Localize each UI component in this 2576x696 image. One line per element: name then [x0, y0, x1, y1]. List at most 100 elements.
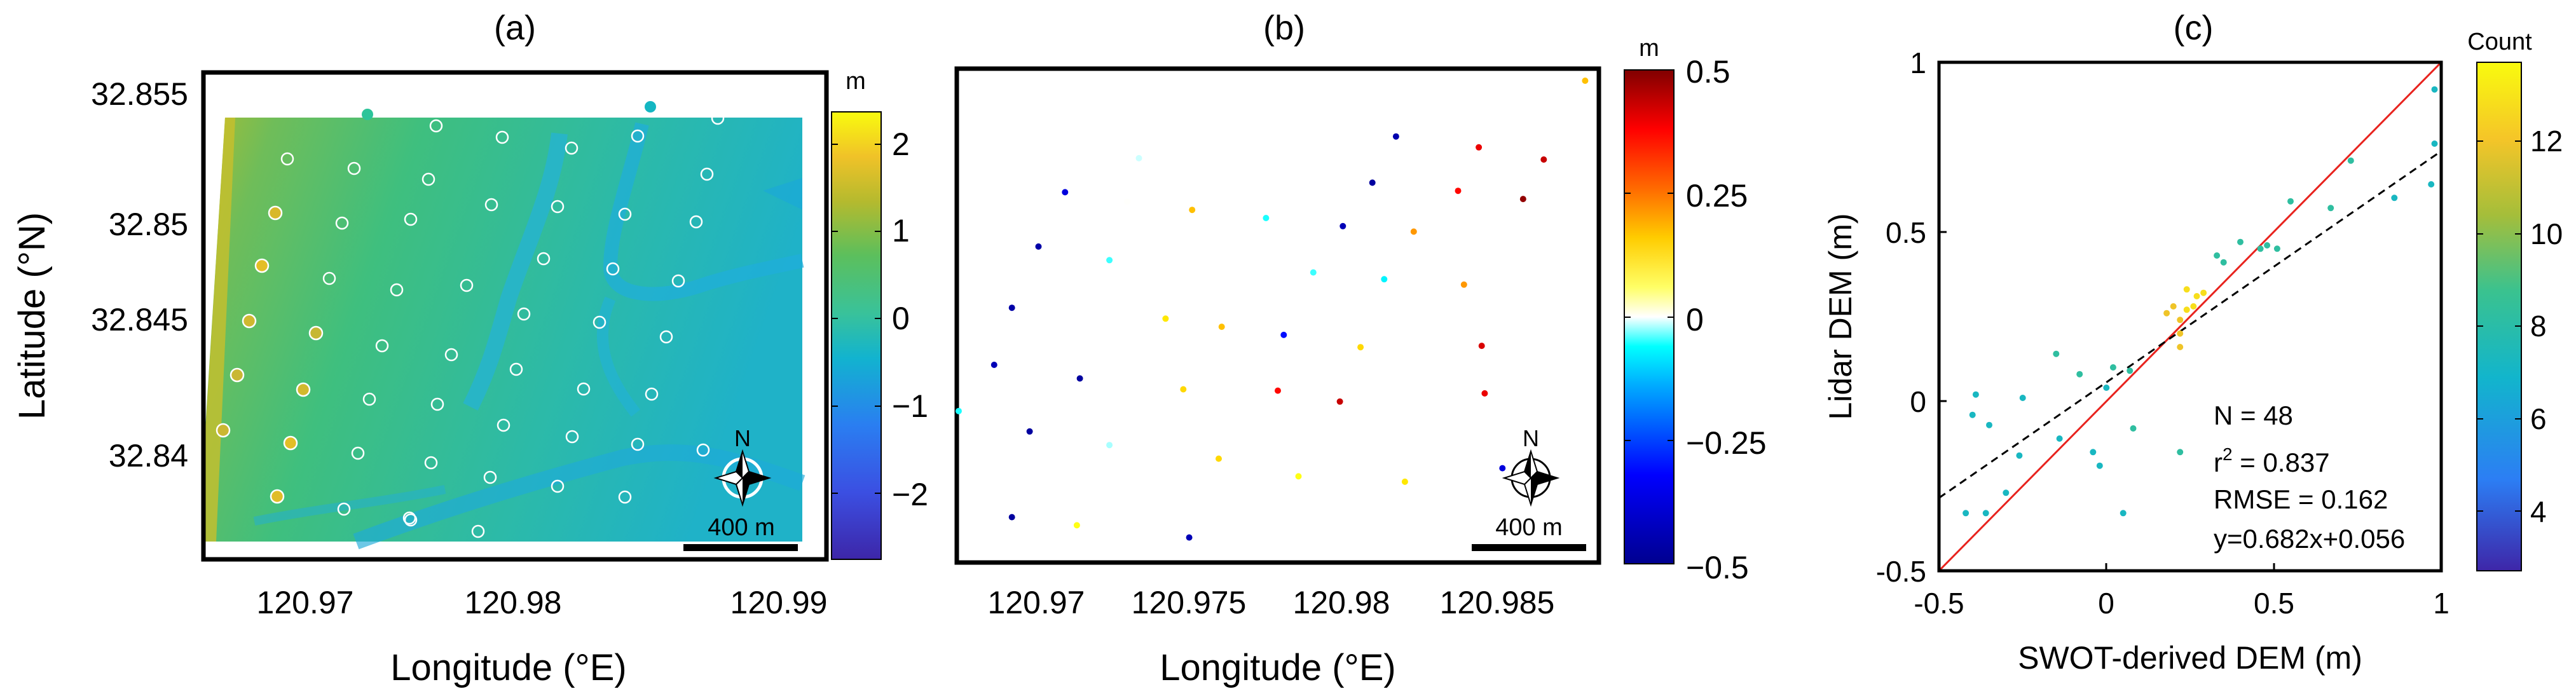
stat-r2-prefix: r [2214, 447, 2223, 477]
residual-point [1062, 189, 1069, 196]
panel-c-points [1963, 86, 2438, 517]
north-label: N [734, 425, 751, 451]
residual-point [1008, 304, 1015, 311]
fit-line [1939, 150, 2441, 499]
colorbar-title: Count [2467, 29, 2532, 55]
residual-point [1478, 343, 1485, 350]
residual-point [1073, 522, 1080, 529]
panel-c: (c) -0.5 0 0.5 1 -0.5 0 0.5 1 SWOT-deriv… [1823, 9, 2563, 676]
residual-point [1106, 257, 1113, 264]
scatter-point [1982, 510, 1989, 517]
colorbar-unit: m [846, 68, 866, 95]
residual-point [1035, 243, 1042, 250]
stat-r2: r2 = 0.837 [2214, 444, 2330, 477]
panel-c-title: (c) [2174, 9, 2214, 47]
panel-b-north-arrow: N [1502, 425, 1560, 507]
cbar-tick-label: 0 [892, 301, 910, 336]
residual-point [1410, 228, 1417, 235]
panel-a: (a) [11, 9, 928, 688]
xtick-label: 120.975 [1132, 585, 1247, 620]
residual-point [1275, 387, 1281, 394]
cbar-tick-label: 12 [2530, 125, 2563, 158]
scatter-point [2076, 371, 2083, 378]
panel-a-xlabel: Longitude (°E) [390, 647, 626, 688]
scatter-point [2019, 395, 2026, 401]
cbar-tick-label: 6 [2530, 402, 2547, 435]
scatter-point [2177, 330, 2184, 337]
scatter-point [2016, 452, 2023, 459]
scatter-point [2103, 385, 2110, 391]
residual-point [1026, 428, 1033, 435]
scatter-point [2056, 435, 2063, 442]
residual-point [1008, 514, 1015, 521]
one-to-one-line [1939, 62, 2441, 571]
residual-point [990, 362, 997, 368]
residual-point [1357, 344, 1364, 351]
panel-c-xtick-labels: -0.5 0 0.5 1 [1914, 587, 2449, 620]
ytick-label: 0.5 [1886, 216, 1926, 249]
ytick-label: 32.84 [109, 438, 188, 474]
residual-point [1455, 188, 1462, 194]
residual-point [1186, 534, 1193, 541]
panel-c-xlabel: SWOT-derived DEM (m) [2018, 640, 2362, 676]
colorbar-unit: m [1639, 35, 1659, 62]
xtick-label: 120.99 [730, 585, 828, 620]
panel-a-xtick-labels: 120.97 120.98 120.99 [257, 585, 828, 620]
north-label: N [1523, 425, 1539, 451]
residual-point [1540, 156, 1547, 163]
cbar-tick-label: 0.5 [1686, 54, 1730, 90]
xtick-label: -0.5 [1914, 587, 1964, 620]
scatter-point [1963, 510, 1970, 517]
residual-point [1369, 179, 1376, 186]
xtick-label: 120.985 [1440, 585, 1555, 620]
residual-point [1218, 324, 1225, 331]
scatter-point [2096, 462, 2103, 469]
scatter-point [2130, 425, 2137, 432]
scalebar-label: 400 m [1495, 514, 1563, 541]
residual-point [1582, 78, 1589, 84]
scatter-point [2177, 317, 2184, 324]
cbar-tick-label: 8 [2530, 310, 2547, 343]
panel-b-points [956, 78, 1589, 541]
stat-n: N = 48 [2214, 400, 2293, 430]
stat-rmse: RMSE = 0.162 [2214, 484, 2388, 514]
scatter-point [2431, 140, 2438, 147]
cbar-tick-label: 0.25 [1686, 178, 1748, 214]
panel-b: (b) 120.97 120.975 120.98 120.985 Longit… [954, 9, 1767, 688]
scatter-point [2109, 364, 2116, 371]
xtick-label: 1 [2433, 587, 2449, 620]
scatter-point [1972, 391, 1979, 398]
xtick-label: 120.98 [1293, 585, 1390, 620]
scatter-point [2170, 303, 2177, 310]
ytick-label: 1 [1910, 46, 1926, 79]
residual-point [1295, 473, 1302, 480]
residual-point [1123, 198, 1130, 205]
cbar-tick-label: 1 [892, 213, 910, 249]
cbar-tick-label: 10 [2530, 217, 2563, 250]
panel-c-frame [1937, 60, 2443, 573]
ytick-label: 32.845 [91, 302, 188, 338]
scatter-point [2287, 198, 2294, 205]
scatter-point [1969, 411, 1976, 418]
ytick-label: -0.5 [1876, 555, 1926, 588]
cbar-tick-label: 4 [2530, 495, 2547, 528]
panel-a-colorbar: m 2 1 0 −1 −2 [831, 68, 928, 560]
scalebar-label: 400 m [708, 514, 775, 541]
scatter-point [2327, 205, 2334, 212]
panel-a-scalebar: 400 m [683, 514, 798, 551]
scatter-point [2053, 350, 2060, 357]
panel-b-scalebar: 400 m [1472, 514, 1586, 551]
residual-point [1476, 144, 1483, 151]
residual-point [1135, 154, 1142, 161]
panel-a-highlight-markers [216, 101, 656, 504]
scatter-point [2177, 449, 2184, 456]
panel-b-xtick-labels: 120.97 120.975 120.98 120.985 [988, 585, 1555, 620]
scatter-point [2428, 181, 2435, 188]
residual-point [1401, 478, 1408, 485]
scatter-point [2190, 303, 2197, 310]
scatter-point [2090, 449, 2097, 456]
residual-point [1392, 133, 1399, 140]
scatter-point [2273, 245, 2280, 252]
panel-c-stats: N = 48 r2 = 0.837 RMSE = 0.162 y=0.682x+… [2214, 400, 2405, 554]
panel-c-ylabel: Lidar DEM (m) [1823, 213, 1858, 420]
